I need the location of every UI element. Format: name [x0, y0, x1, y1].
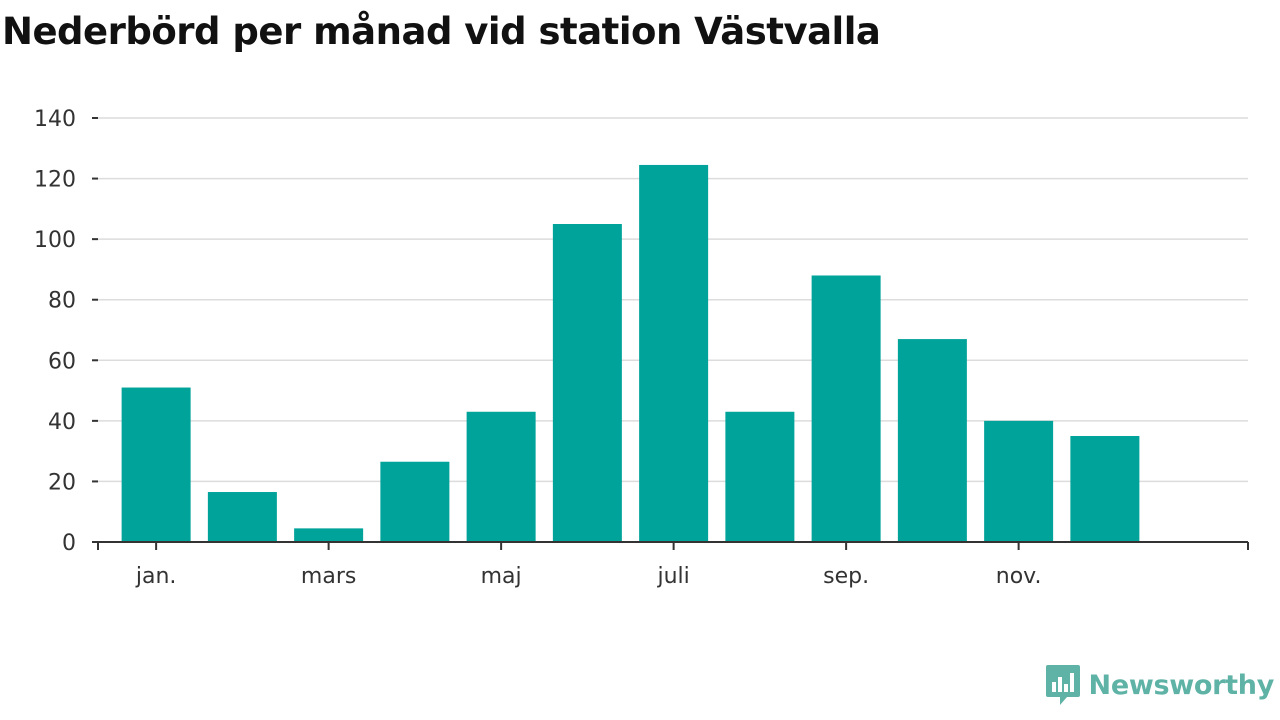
bar-aug: [725, 411, 795, 542]
bar-nov: [984, 420, 1054, 542]
y-tick-label: 40: [48, 410, 76, 435]
y-tick-label: 0: [62, 531, 76, 556]
y-tick-label: 100: [34, 228, 76, 253]
bar-maj: [466, 411, 536, 542]
brand-name: Newsworthy: [1088, 669, 1275, 701]
y-tick-label: 140: [34, 107, 76, 132]
x-tick-label: sep.: [823, 564, 869, 589]
bar-sep: [811, 275, 881, 542]
x-axis-ticks: jan. mars maj juli sep. nov.: [97, 542, 1249, 589]
x-tick-label: juli: [656, 564, 689, 589]
bar-mars: [294, 528, 364, 542]
x-tick-label: jan.: [135, 564, 177, 589]
bar-jan: [121, 387, 191, 542]
bar-okt: [897, 339, 967, 542]
y-tick-label: 20: [48, 470, 76, 495]
y-tick-label: 80: [48, 289, 76, 314]
bar-chart: 0 20 40 60 80 100 120 140 jan. mars maj juli sep. no…: [34, 107, 1249, 589]
x-tick-label: nov.: [996, 564, 1042, 589]
x-tick-label: mars: [301, 564, 356, 589]
bar-juli: [639, 164, 709, 542]
bar-dec: [1070, 436, 1140, 542]
newsworthy-logo-icon: [1045, 665, 1080, 705]
bar-juni: [552, 224, 622, 542]
x-tick-label: maj: [481, 564, 522, 589]
y-tick-label: 60: [48, 349, 76, 374]
y-axis-ticks: 0 20 40 60 80 100 120 140: [34, 107, 98, 556]
chart-title: Nederbörd per månad vid station Västvall…: [2, 10, 881, 53]
newsworthy-brand: Newsworthy: [1045, 664, 1274, 706]
bar-feb: [207, 492, 277, 542]
y-tick-label: 120: [34, 168, 76, 193]
bars: [121, 164, 1140, 542]
bar-apr: [380, 461, 450, 542]
